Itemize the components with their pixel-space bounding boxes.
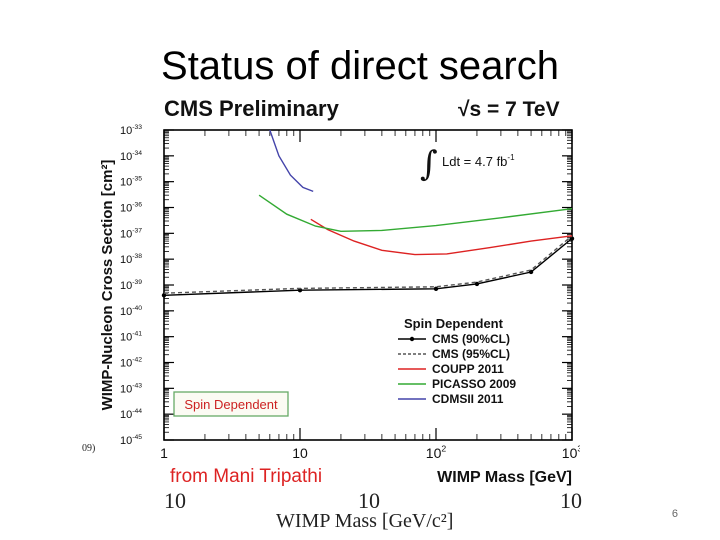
annotation-frame (173, 391, 289, 417)
page-number: 6 (671, 508, 678, 520)
series-line-picasso-2009 (258, 194, 573, 233)
underlying-tick-1: 10 (164, 488, 186, 513)
integral-sign: ∫ (420, 144, 438, 184)
x-tick-label: 10 (292, 445, 308, 461)
underlying-tick-2: 10 (358, 488, 380, 513)
luminosity-label: Ldt = 4.7 fb-1 (442, 153, 515, 169)
x-axis-title: WIMP Mass [GeV] (437, 469, 572, 486)
x-tick-label: 103 (562, 444, 580, 461)
underlying-axis-label: WIMP Mass [GeV/c²] (276, 510, 454, 532)
y-tick-label: 10-37 (120, 227, 142, 240)
data-point (474, 281, 480, 287)
legend-entry: CDMSII 2011 (432, 392, 504, 406)
y-tick-label: 10-35 (120, 176, 142, 189)
annotation-text: Spin Dependent (184, 397, 278, 412)
y-tick-label: 10-40 (120, 305, 142, 318)
x-tick-label: 102 (426, 444, 447, 461)
series-line-coupp-2011 (310, 218, 573, 256)
y-tick-label: 10-33 (120, 124, 142, 137)
y-tick-label: 10-41 (120, 331, 142, 344)
y-axis-title: WIMP-Nucleon Cross Section [cm²] (99, 160, 116, 411)
y-tick-label: 10-39 (120, 279, 142, 292)
data-point (433, 286, 439, 292)
credit-text: from Mani Tripathi (170, 466, 322, 487)
legend-title: Spin Dependent (404, 316, 504, 331)
spin-dependent-box: Spin Dependent (173, 391, 289, 417)
cms-preliminary-label: CMS Preliminary (164, 96, 340, 121)
y-tick-label: 10-45 (120, 434, 142, 447)
y-tick-label: 10-42 (120, 357, 142, 370)
series-line-cms-90-cl (163, 237, 573, 296)
legend-entry: PICASSO 2009 (432, 377, 516, 391)
slide-title: Status of direct search (161, 44, 559, 88)
underlying-axis-stub: 09) (82, 443, 96, 454)
y-tick-label: 10-43 (120, 382, 142, 395)
y-tick-label: 10-34 (120, 150, 142, 163)
cms-spin-dependent-plot: CMS Preliminary √s = 7 TeV 10-33 10-34 10-… (99, 96, 580, 487)
underlying-tick-3: 10 (560, 488, 582, 513)
legend-entry: CMS (95%CL) (432, 347, 510, 361)
legend-marker (409, 336, 415, 342)
series-line-cdmsii-2011 (269, 129, 314, 193)
data-point (161, 293, 167, 298)
series-line-cms-95-cl (163, 235, 573, 294)
y-tick-label: 10-36 (120, 202, 142, 215)
sqrt-s-label: √s = 7 TeV (458, 98, 560, 121)
legend-entry: CMS (90%CL) (432, 332, 510, 346)
x-tick-label: 1 (160, 445, 168, 461)
y-tick-label: 10-38 (120, 253, 142, 266)
legend-entry: COUPP 2011 (432, 362, 504, 376)
y-tick-label: 10-44 (120, 408, 142, 421)
luminosity-annotation: ∫ Ldt = 4.7 fb-1 (420, 144, 515, 184)
